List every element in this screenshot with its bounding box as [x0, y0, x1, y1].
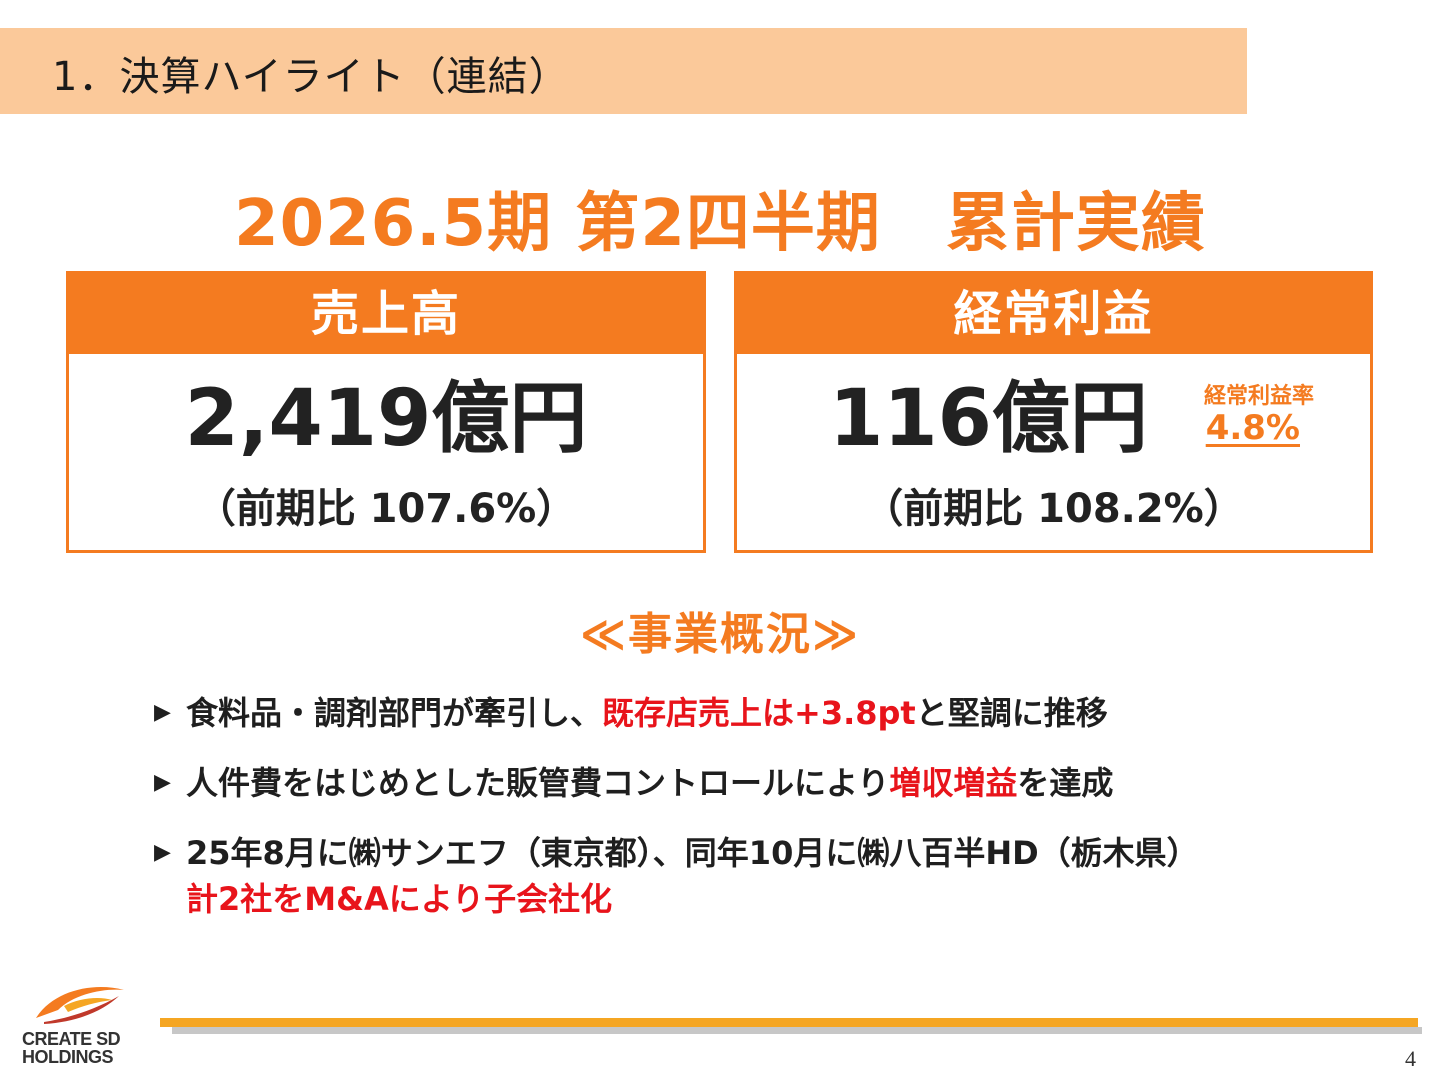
bullet-highlight: 既存店売上は+3.8pt	[602, 694, 916, 732]
bullet-text: 25年8月に㈱サンエフ（東京都）、同年10月に㈱八百半HD（栃木県）	[186, 834, 1199, 872]
logo-swoosh-icon	[36, 987, 124, 1024]
triangle-bullet-icon: ▶	[154, 700, 171, 725]
kpi-card-sales: 売上高 2,419億円 （前期比 107.6%）	[66, 271, 706, 553]
bullet-highlight: 増収増益	[889, 764, 1018, 802]
kpi-label-ordinary-profit: 経常利益	[737, 274, 1370, 354]
footer-gray-rule	[172, 1027, 1422, 1034]
page-number: 4	[1405, 1046, 1416, 1071]
profit-ratio-value: 4.8%	[1205, 408, 1300, 448]
bullet-text: 食料品・調剤部門が牽引し、	[186, 694, 603, 732]
overview-bullet-list: ▶ 食料品・調剤部門が牽引し、既存店売上は+3.8ptと堅調に推移 ▶ 人件費をはじ…	[154, 690, 1354, 922]
overview-bullet: ▶ 食料品・調剤部門が牽引し、既存店売上は+3.8ptと堅調に推移	[154, 690, 1354, 736]
triangle-bullet-icon: ▶	[154, 770, 171, 795]
kpi-label-sales: 売上高	[69, 274, 703, 354]
company-logo: CREATE SD HOLDINGS	[20, 980, 135, 1070]
section-header-band	[0, 28, 1247, 114]
footer-orange-rule	[160, 1018, 1418, 1027]
overview-bullet: ▶ 25年8月に㈱サンエフ（東京都）、同年10月に㈱八百半HD（栃木県） 計2社を…	[154, 830, 1354, 922]
logo-text-line2: HOLDINGS	[22, 1047, 114, 1067]
bullet-text: を達成	[1017, 764, 1114, 802]
kpi-value-sales: 2,419億円	[184, 374, 588, 464]
page-title: 2026.5期 第2四半期 累計実績	[234, 187, 1206, 261]
triangle-bullet-icon: ▶	[154, 840, 171, 865]
profit-ratio-label: 経常利益率	[1203, 384, 1314, 409]
kpi-card-ordinary-profit: 経常利益 116億円 経常利益率 4.8% （前期比 108.2%）	[734, 271, 1373, 553]
overview-bullet: ▶ 人件費をはじめとした販管費コントロールにより増収増益を達成	[154, 760, 1354, 806]
logo-text-line1: CREATE SD	[22, 1029, 121, 1049]
bullet-text: 人件費をはじめとした販管費コントロールにより	[186, 764, 890, 802]
kpi-value-ordinary-profit: 116億円	[829, 374, 1148, 464]
bullet-text: と堅調に推移	[915, 694, 1108, 732]
kpi-yoy-sales: （前期比 107.6%）	[195, 486, 577, 532]
overview-title: ≪事業概況≫	[579, 609, 861, 660]
bullet-highlight: 計2社をM&Aにより子会社化	[186, 880, 613, 918]
kpi-yoy-ordinary-profit: （前期比 108.2%）	[863, 486, 1244, 532]
section-title: 1．決算ハイライト（連結）	[52, 54, 570, 100]
